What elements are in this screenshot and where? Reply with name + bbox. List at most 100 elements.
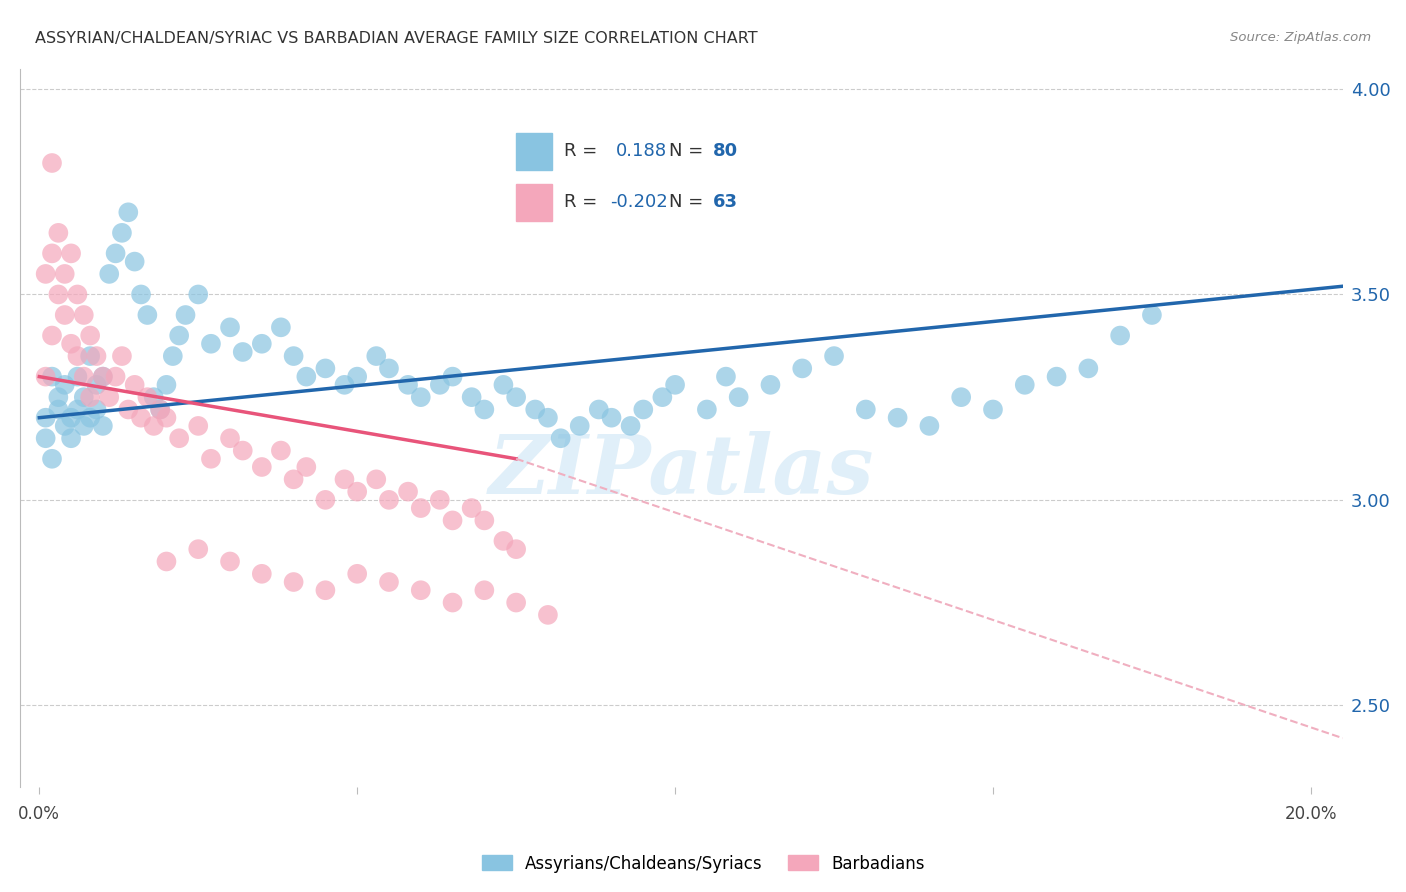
Point [167,431,190,445]
Point [505,542,527,557]
Point [759,377,782,392]
Point [86,377,108,392]
Point [66,369,89,384]
Point [460,501,482,516]
Point [200,336,222,351]
Text: N =: N = [669,194,703,211]
Point [472,513,495,527]
Point [149,402,172,417]
Point [53,377,76,392]
Point [53,418,76,433]
Text: R =: R = [564,194,598,211]
Point [855,402,877,417]
Point [918,418,941,433]
Point [314,361,336,376]
Point [129,410,152,425]
Text: ASSYRIAN/CHALDEAN/SYRIAC VS BARBADIAN AVERAGE FAMILY SIZE CORRELATION CHART: ASSYRIAN/CHALDEAN/SYRIAC VS BARBADIAN AV… [35,31,758,46]
Point [98,267,121,281]
Point [1045,369,1067,384]
Point [568,418,591,433]
Point [378,492,401,507]
Point [41,156,63,170]
Point [472,402,495,417]
FancyBboxPatch shape [516,185,551,220]
Point [492,533,515,548]
Point [41,328,63,343]
Point [409,501,432,516]
Point [441,369,464,384]
Point [34,369,56,384]
Point [66,349,89,363]
Point [73,390,96,404]
Point [346,566,368,581]
Point [664,377,686,392]
Point [48,226,70,240]
Point [492,377,515,392]
Point [34,431,56,445]
Legend: Assyrians/Chaldeans/Syriacs, Barbadians: Assyrians/Chaldeans/Syriacs, Barbadians [475,848,931,880]
Point [270,320,292,334]
Point [633,402,655,417]
Point [124,377,146,392]
Point [79,349,101,363]
Point [142,390,165,404]
Point [600,410,623,425]
Point [1140,308,1163,322]
Point [187,542,209,557]
Point [60,431,83,445]
Point [537,410,560,425]
Point [314,583,336,598]
Point [283,472,305,486]
Point [505,596,527,610]
Point [232,345,254,359]
Point [91,369,114,384]
Point [219,320,242,334]
Point [651,390,673,404]
Point [34,267,56,281]
Point [219,554,242,568]
Point [250,460,273,475]
Point [295,369,318,384]
Point [200,451,222,466]
Point [124,254,146,268]
Point [162,349,184,363]
Point [696,402,718,417]
Text: N =: N = [669,143,703,161]
Point [346,484,368,499]
Point [346,369,368,384]
Point [41,451,63,466]
Point [60,246,83,260]
Point [550,431,572,445]
Point [149,402,172,417]
Point [53,308,76,322]
Point [619,418,641,433]
Point [48,402,70,417]
Point [136,308,159,322]
Point [460,390,482,404]
Point [79,410,101,425]
Point [1014,377,1036,392]
Point [505,390,527,404]
Point [295,460,318,475]
Point [60,336,83,351]
Point [792,361,814,376]
Point [283,574,305,589]
Point [73,308,96,322]
Point [366,472,388,486]
Text: R =: R = [564,143,598,161]
Point [727,390,749,404]
Point [472,583,495,598]
Point [167,328,190,343]
Point [314,492,336,507]
Point [41,246,63,260]
Point [111,349,134,363]
Point [174,308,197,322]
FancyBboxPatch shape [516,133,551,169]
Point [396,377,419,392]
Point [155,410,177,425]
Point [187,418,209,433]
Text: 80: 80 [713,143,738,161]
Point [250,336,273,351]
Point [129,287,152,301]
Point [366,349,388,363]
